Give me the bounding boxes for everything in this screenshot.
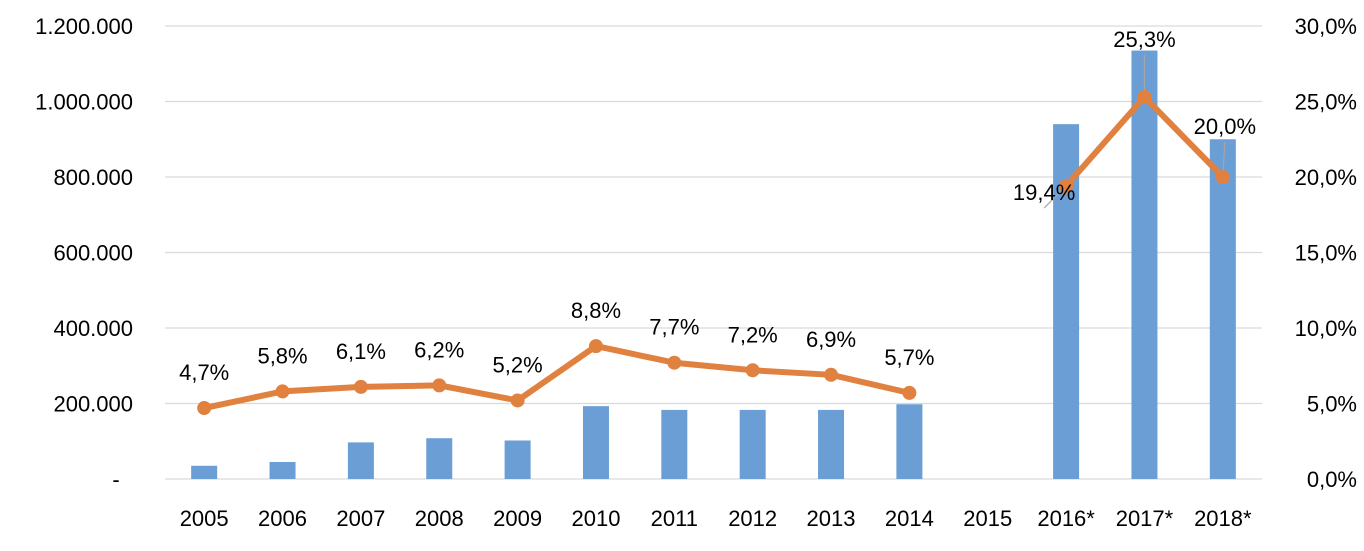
y-right-tick-label: 20,0% xyxy=(1295,165,1357,190)
line-point xyxy=(1137,89,1152,104)
y-right-tick-label: 15,0% xyxy=(1295,241,1357,266)
x-tick-label: 2007 xyxy=(336,506,385,531)
x-tick-label: 2018* xyxy=(1194,506,1252,531)
data-label: 25,3% xyxy=(1113,27,1175,52)
data-label: 8,8% xyxy=(571,298,621,323)
line-point xyxy=(510,393,525,408)
y-right-tick-label: 25,0% xyxy=(1295,90,1357,115)
x-tick-label: 2014 xyxy=(885,506,934,531)
line-point xyxy=(432,378,447,393)
x-tick-label: 2010 xyxy=(571,506,620,531)
data-label: 5,8% xyxy=(257,343,307,368)
x-axis-ticks: 2005 2006 2007 2008 2009 2010 2011 2012 2013 2014… xyxy=(180,506,1252,531)
y-left-tick-label: 1.000.000 xyxy=(35,90,133,115)
data-label: 19,4% xyxy=(1013,180,1075,205)
x-tick-label: 2005 xyxy=(180,506,229,531)
line-point xyxy=(745,363,760,378)
y-left-tick-label: 1.200.000 xyxy=(35,14,133,39)
bar xyxy=(347,442,374,479)
data-label: 6,2% xyxy=(414,337,464,362)
data-label: 5,7% xyxy=(884,345,934,370)
data-label: 6,9% xyxy=(806,327,856,352)
y-left-tick-label: - xyxy=(112,467,119,492)
line-markers xyxy=(197,89,1230,416)
line-point xyxy=(353,379,368,394)
data-labels: 4,7% 5,8% 6,1% 6,2% 5,2% 8,8% 7,7% 7,2% 6,9% 5,7%… xyxy=(179,27,1256,385)
bar xyxy=(504,440,531,479)
y-right-tick-label: 5,0% xyxy=(1307,392,1357,417)
bar xyxy=(1209,139,1236,479)
y-left-tick-label: 400.000 xyxy=(53,316,133,341)
y-left-tick-label: 200.000 xyxy=(53,392,133,417)
bar xyxy=(896,404,923,479)
line-point xyxy=(902,385,917,400)
y-left-tick-label: 800.000 xyxy=(53,165,133,190)
x-tick-label: 2008 xyxy=(415,506,464,531)
line-point xyxy=(197,401,212,416)
bar xyxy=(269,462,296,479)
x-tick-label: 2017* xyxy=(1116,506,1174,531)
bar xyxy=(661,409,688,479)
x-tick-label: 2011 xyxy=(651,506,698,531)
line-segment xyxy=(201,343,913,412)
y-right-tick-label: 30,0% xyxy=(1295,14,1357,39)
x-tick-label: 2013 xyxy=(807,506,856,531)
left-axis-ticks: - 200.000 400.000 600.000 800.000 1.000.000 1.… xyxy=(35,14,133,492)
line-point xyxy=(1215,170,1230,184)
line-point xyxy=(588,339,603,354)
bar-series xyxy=(191,50,1236,480)
bar xyxy=(191,465,218,479)
data-label: 20,0% xyxy=(1194,114,1256,139)
gridlines xyxy=(165,25,1262,480)
x-tick-label: 2006 xyxy=(258,506,307,531)
x-tick-label: 2016* xyxy=(1037,506,1095,531)
data-label: 7,2% xyxy=(728,322,778,347)
data-label: 5,2% xyxy=(493,352,543,377)
bar xyxy=(426,438,453,479)
bar xyxy=(818,409,845,479)
line-point xyxy=(824,367,839,382)
bar xyxy=(582,406,609,479)
bar xyxy=(739,409,766,479)
data-label: 6,1% xyxy=(336,339,386,364)
data-label: 4,7% xyxy=(179,360,229,385)
line-point xyxy=(667,355,682,370)
x-tick-label: 2012 xyxy=(728,506,777,531)
right-axis-ticks: 0,0% 5,0% 10,0% 15,0% 20,0% 25,0% 30,0% xyxy=(1295,14,1357,492)
line-point xyxy=(1059,179,1074,194)
bar xyxy=(1131,50,1158,479)
y-left-tick-label: 600.000 xyxy=(53,241,133,266)
y-right-tick-label: 0,0% xyxy=(1307,467,1357,492)
x-tick-label: 2015 xyxy=(963,506,1012,531)
y-right-tick-label: 10,0% xyxy=(1295,316,1357,341)
line-point xyxy=(275,384,290,399)
x-tick-label: 2009 xyxy=(493,506,542,531)
data-label: 7,7% xyxy=(649,315,699,340)
